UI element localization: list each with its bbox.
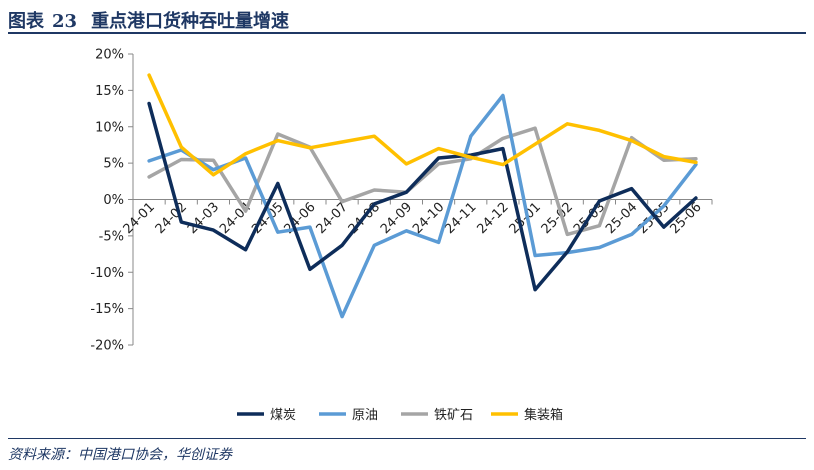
x-tick-label: 24-11 (442, 200, 479, 237)
line-chart: -20%-15%-10%-5%0%5%10%15%20% 24-0124-022… (90, 48, 713, 423)
y-tick-label: 20% (95, 48, 124, 63)
title-bar: 图表 23 重点港口货种吞吐量增速 (8, 4, 806, 32)
y-tick-label: -15% (90, 302, 124, 317)
legend-label-4: 集装箱 (524, 407, 563, 423)
series-layer (147, 73, 698, 319)
legend-label-3: 铁矿石 (434, 408, 473, 423)
x-tick-label: 24-12 (474, 200, 511, 237)
figure-title: 图表 23 重点港口货种吞吐量增速 (8, 7, 289, 33)
figure-number: 23 (52, 11, 78, 32)
series-line-4 (147, 73, 698, 177)
y-tick-label: -5% (99, 229, 124, 244)
y-tick-label: 10% (95, 120, 124, 135)
source-note: 资料来源：中国港口协会，华创证券 (8, 447, 232, 463)
series-line-3 (147, 126, 698, 237)
x-tick-label: 24-02 (153, 200, 190, 237)
x-tick-label: 25-05 (635, 200, 672, 237)
title-divider (8, 32, 806, 34)
x-tick-label: 24-01 (121, 200, 158, 237)
x-axis: 24-0124-0224-0324-0424-0524-0624-0724-08… (121, 199, 713, 237)
y-tick-label: -10% (90, 266, 124, 281)
y-tick-label: -20% (90, 339, 124, 354)
series-line-2 (147, 93, 698, 319)
y-tick-label: 15% (95, 84, 124, 99)
y-axis: -20% -15% -10% -5% 0% 5% 10% 15% 20% (90, 48, 134, 354)
legend: 煤炭 原油 铁矿石 集装箱 (237, 407, 563, 423)
legend-label-2: 原油 (352, 408, 378, 423)
chart-title: 重点港口货种吞吐量增速 (91, 11, 290, 32)
series-line-1 (147, 101, 698, 292)
y-tick-label: 0% (103, 193, 124, 208)
legend-label-1: 煤炭 (270, 408, 296, 423)
y-tick-label: 5% (103, 157, 124, 172)
footer-divider (8, 438, 806, 439)
figure-label: 图表 (8, 11, 44, 32)
x-tick-label: 24-07 (314, 200, 351, 237)
